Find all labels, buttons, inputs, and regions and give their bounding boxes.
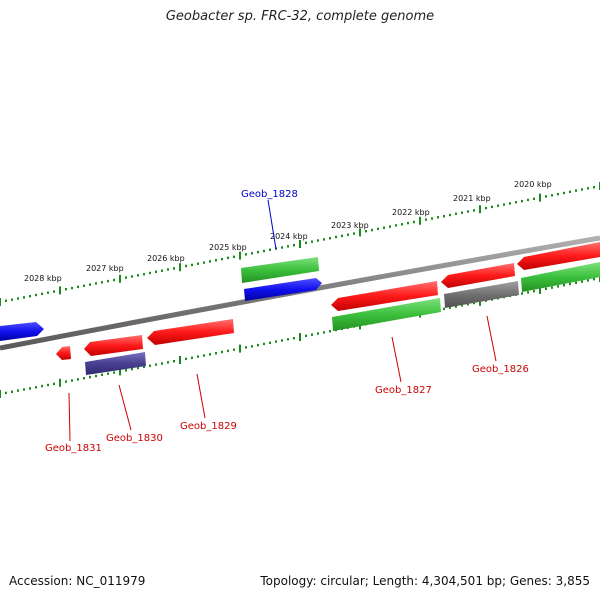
scale-labels: 2028 kbp 2027 kbp 2026 kbp 2025 kbp 2024… <box>24 180 552 283</box>
scale-label-2023: 2023 kbp <box>331 221 369 230</box>
genome-summary-text: Topology: circular; Length: 4,304,501 bp… <box>260 574 590 588</box>
outer-scale-ring <box>0 182 600 306</box>
gene-label-geob-1826[interactable]: Geob_1826 <box>472 364 529 375</box>
gene-geob-1831[interactable] <box>56 346 71 360</box>
scale-label-2025: 2025 kbp <box>209 243 247 252</box>
gene-left-blue[interactable] <box>0 322 44 341</box>
gene-label-geob-1829[interactable]: Geob_1829 <box>180 421 237 432</box>
gene-geob-1830[interactable] <box>85 352 146 375</box>
gene-geob-1828-green[interactable] <box>241 257 319 283</box>
scale-label-2020: 2020 kbp <box>514 180 552 189</box>
scale-label-2026: 2026 kbp <box>147 254 185 263</box>
gene-geob-1827[interactable] <box>332 298 441 331</box>
gene-label-geob-1827[interactable]: Geob_1827 <box>375 385 432 396</box>
gene-geob-1826-red-a[interactable] <box>441 263 515 288</box>
accession-text: Accession: NC_011979 <box>9 574 146 588</box>
gene-geob-1827-red[interactable] <box>331 281 438 311</box>
gene-right-red[interactable] <box>517 242 600 270</box>
callout-lines <box>68 199 497 442</box>
scale-label-2027: 2027 kbp <box>86 264 124 273</box>
scale-label-2024: 2024 kbp <box>270 232 308 241</box>
gene-label-geob-1831[interactable]: Geob_1831 <box>45 443 102 454</box>
map-title: Geobacter sp. FRC-32, complete genome <box>165 9 435 24</box>
gene-geob-1829[interactable] <box>147 319 234 345</box>
gene-right-green[interactable] <box>521 262 600 292</box>
scale-label-2022: 2022 kbp <box>392 208 430 217</box>
gene-geob-1830-red[interactable] <box>84 335 143 356</box>
gene-geob-1826[interactable] <box>444 281 519 308</box>
scale-label-2021: 2021 kbp <box>453 194 491 203</box>
gene-label-geob-1830[interactable]: Geob_1830 <box>106 433 163 444</box>
gene-label-geob-1828[interactable]: Geob_1828 <box>241 189 298 200</box>
scale-label-2028: 2028 kbp <box>24 274 62 283</box>
gene-labels: Geob_1828 Geob_1827 Geob_1826 Geob_1829 … <box>45 189 529 454</box>
gene-geob-1828[interactable] <box>244 278 322 301</box>
